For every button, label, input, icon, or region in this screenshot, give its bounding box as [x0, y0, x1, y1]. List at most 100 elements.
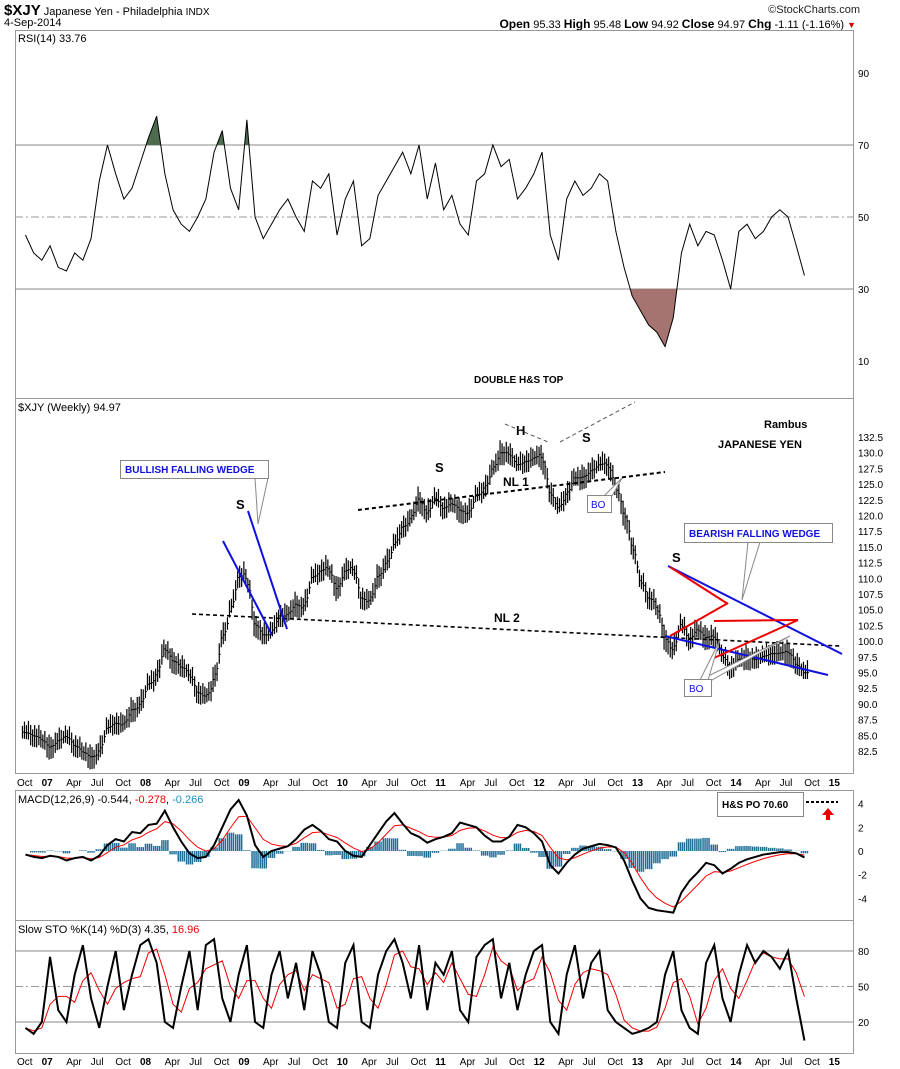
triangle-line: [713, 619, 799, 659]
shoulder-label: S: [582, 430, 591, 445]
price-tick-label: 102.5: [858, 621, 883, 632]
macd-value: -0.544: [97, 794, 128, 806]
price-tick-label: 90.0: [858, 700, 878, 711]
x-axis-label: Jul: [288, 1057, 301, 1068]
stoch-name: Slow STO %K(14) %D(3): [18, 924, 141, 936]
price-tick-label: 115.0: [858, 543, 883, 554]
x-axis-label: Jul: [386, 778, 399, 789]
x-axis-label: Jul: [780, 1057, 793, 1068]
x-axis-label: Oct: [509, 778, 525, 789]
stoch-d-line: [25, 945, 805, 1032]
double-top-label: DOUBLE H&S TOP: [474, 375, 564, 386]
macd-signal-value: -0.278: [135, 794, 166, 806]
x-axis-label: Apr: [165, 778, 181, 789]
x-axis-label: 09: [238, 778, 250, 789]
price-tick-label: 130.0: [858, 449, 883, 460]
x-axis-label: Jul: [780, 778, 793, 789]
triangle-line: [669, 602, 729, 637]
price-tick-label: 110.0: [858, 574, 883, 585]
x-axis-label: 10: [337, 1057, 349, 1068]
x-axis-label: Oct: [312, 1057, 328, 1068]
stoch-k-line: [24, 937, 806, 1041]
x-axis-label: Jul: [288, 778, 301, 789]
x-axis-label: Jul: [91, 1057, 104, 1068]
neckline-2: [191, 613, 841, 647]
wedge-line: [664, 635, 829, 676]
macd-line: [25, 798, 805, 914]
x-axis-label: Oct: [214, 1057, 230, 1068]
bullish-wedge-label: BULLISH FALLING WEDGE: [125, 465, 255, 476]
rsi-tick-label: 50: [858, 213, 870, 224]
chart-title: $XJY Japanese Yen - Philadelphia INDX: [4, 2, 210, 19]
x-axis-label: Apr: [460, 1057, 476, 1068]
price-tick-label: 97.5: [858, 653, 878, 664]
price-tick-label: 112.5: [858, 559, 883, 570]
price-tick-label: 92.5: [858, 684, 878, 695]
price-tick-label: 95.0: [858, 669, 878, 680]
shoulder-line: [559, 401, 636, 443]
x-axis-label: Oct: [214, 778, 230, 789]
exchange: INDX: [185, 7, 210, 18]
macd-tick-label: -2: [858, 871, 867, 882]
wedge-line: [222, 540, 273, 636]
high-label: High: [563, 17, 591, 31]
x-axis-label: Oct: [312, 778, 328, 789]
instrument-name: Japanese Yen - Philadelphia: [43, 6, 183, 18]
x-axis-label: 10: [337, 778, 349, 789]
quote-summary: Open 95.33 High 95.48 Low 94.92 Close 94…: [499, 17, 856, 31]
x-axis-label: Oct: [706, 1057, 722, 1068]
x-axis-label: Apr: [657, 778, 673, 789]
x-axis-label: 08: [140, 1057, 152, 1068]
x-axis-label: 11: [435, 778, 446, 789]
x-axis-label: Jul: [189, 778, 202, 789]
x-axis-label: Apr: [361, 1057, 377, 1068]
callout-pointer: [254, 477, 269, 525]
callout-box: [684, 679, 712, 697]
macd-tick-label: 4: [858, 800, 864, 811]
x-axis-label: Oct: [17, 1057, 33, 1068]
x-axis-label: Jul: [681, 1057, 694, 1068]
x-axis-label: Oct: [509, 1057, 525, 1068]
price-tick-label: 125.0: [858, 480, 883, 491]
x-axis-label: 14: [730, 778, 742, 789]
author-label: Rambus: [764, 419, 807, 431]
rsi-tick-label: 10: [858, 357, 870, 368]
price-tick-label: 120.0: [858, 512, 883, 523]
x-axis-label: Apr: [66, 778, 82, 789]
x-axis-label: Oct: [115, 778, 131, 789]
chg-value: -1.11 (-1.16%): [774, 19, 845, 31]
x-axis-label: Oct: [607, 1057, 623, 1068]
x-axis-label: Oct: [706, 778, 722, 789]
macd-tick-label: 2: [858, 823, 864, 834]
bearish-wedge-label: BEARISH FALLING WEDGE: [689, 529, 820, 540]
stoch-tick-label: 50: [858, 983, 870, 994]
shoulder-label: S: [435, 460, 444, 475]
x-axis-label: Oct: [17, 778, 33, 789]
x-axis-label: Jul: [91, 778, 104, 789]
rsi-title: RSI(14) 33.76: [18, 33, 86, 45]
callout-pointer: [741, 541, 761, 601]
x-axis-label: Oct: [804, 778, 820, 789]
rsi-tick-label: 70: [858, 141, 870, 152]
x-axis-label: Jul: [189, 1057, 202, 1068]
callout-box: [684, 523, 833, 543]
x-axis-label: Jul: [484, 1057, 497, 1068]
shoulder-line: [504, 423, 549, 443]
shoulder-label: S: [236, 497, 245, 512]
rsi-tick-label: 90: [858, 69, 870, 80]
price-tick-label: 122.5: [858, 496, 883, 507]
neckline-1-label: NL 1: [503, 475, 529, 489]
x-axis-label: 12: [534, 778, 546, 789]
x-axis-label: 11: [435, 1057, 446, 1068]
x-axis-label: Jul: [484, 778, 497, 789]
subject-label: JAPANESE YEN: [718, 439, 802, 451]
down-arrow-icon: ▼: [847, 20, 856, 30]
x-axis-label: Apr: [558, 778, 574, 789]
callout-box: [120, 460, 269, 479]
triangle-line: [713, 619, 799, 622]
x-axis-label: Jul: [386, 1057, 399, 1068]
wedge-line: [667, 565, 843, 655]
price-objective-box: [717, 792, 804, 817]
